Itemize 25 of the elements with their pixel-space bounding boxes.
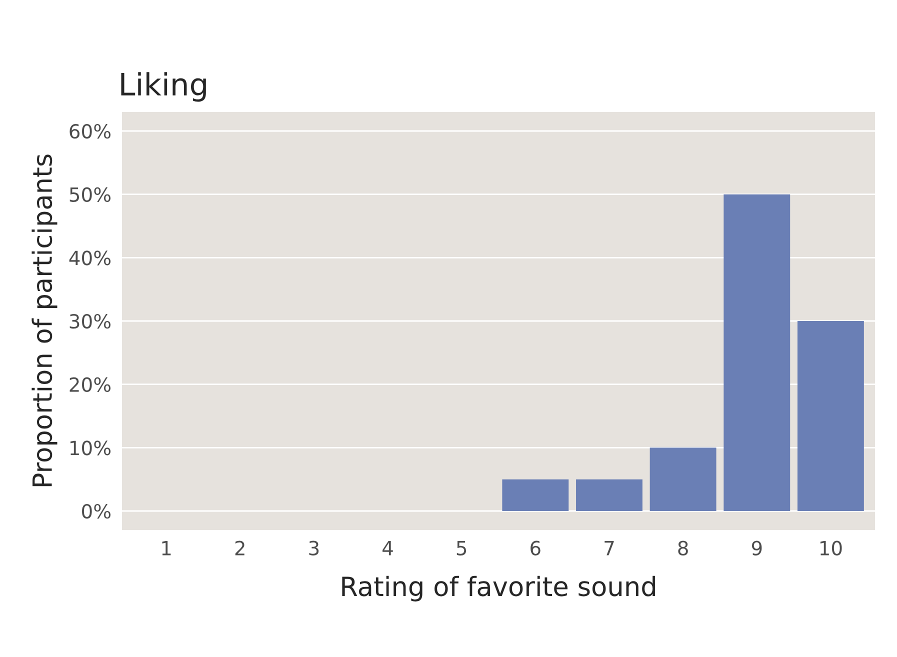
bar [724,194,790,511]
y-tick-label: 50% [70,187,111,202]
x-tick-label: 8 [678,540,688,556]
bar [650,448,716,511]
bar [576,479,642,511]
y-tick-label: 10% [70,440,111,456]
x-tick-label: 10 [820,540,842,556]
x-tick-label: 6 [530,540,540,556]
x-tick-label: 4 [382,541,393,556]
y-tick-label: 40% [69,250,111,266]
chart-title: Liking [121,72,206,102]
x-axis-title: Rating of favorite sound [342,576,655,602]
y-axis-title: Proportion of participants [32,154,58,486]
y-tick-label: 0% [82,504,111,519]
bar [797,321,864,511]
bar [502,479,569,511]
x-tick-label: 9 [752,540,762,556]
x-tick-label: 7 [604,541,614,556]
y-tick-label: 30% [70,314,111,329]
x-tick-label: 5 [456,541,466,556]
y-tick-label: 20% [70,377,111,392]
y-tick-label: 60% [70,124,111,139]
x-tick-label: 2 [235,540,244,556]
x-tick-label: 1 [162,541,171,556]
x-tick-label: 3 [309,540,319,556]
